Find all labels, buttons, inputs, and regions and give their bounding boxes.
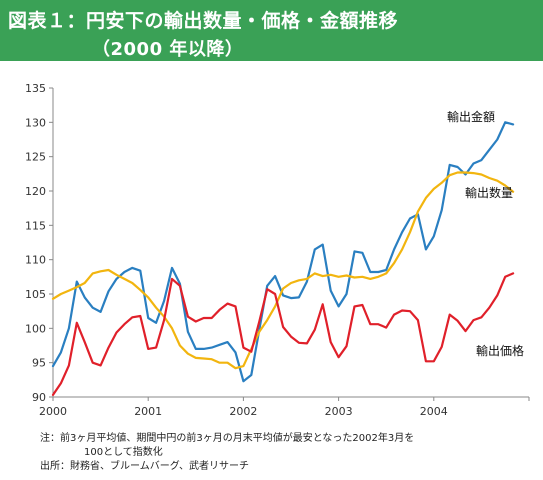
header-banner: 図表１：円安下の輸出数量・価格・金額推移 （2000 年以降）	[0, 0, 543, 61]
x-tick-label: 2004	[420, 405, 448, 418]
note-line-1: 注：前3ヶ月平均値、期間中円の前3ヶ月の月末平均値が最安となった2002年3月を	[40, 433, 415, 444]
x-tick-label: 2003	[325, 405, 353, 418]
y-tick-label: 120	[25, 185, 46, 198]
y-tick-label: 95	[32, 357, 46, 370]
chart-title: 図表１：円安下の輸出数量・価格・金額推移	[8, 10, 399, 32]
y-tick-label: 125	[25, 151, 46, 164]
source-line: 出所：財務省、ブルームバーグ、武者リサーチ	[40, 461, 249, 472]
chart-subtitle: （2000 年以降）	[92, 39, 244, 60]
series-annotation: 輸出数量	[465, 185, 513, 200]
y-tick-label: 105	[25, 288, 46, 301]
series-line	[51, 121, 515, 383]
y-tick-label: 90	[32, 391, 46, 404]
y-tick-label: 115	[25, 219, 46, 232]
chart-notes: 注：前3ヶ月平均値、期間中円の前3ヶ月の月末平均値が最安となった2002年3月を…	[40, 432, 414, 474]
y-tick-label: 110	[25, 254, 46, 267]
series-line	[51, 272, 515, 396]
x-tick-label: 2002	[229, 405, 257, 418]
note-line-2: 100として指数化	[84, 447, 163, 458]
x-tick-label: 2000	[39, 405, 67, 418]
line-chart: 90 95 100 105 110 115 120 125 130 135 2000 2001 2002…	[25, 82, 530, 418]
y-tick-label: 130	[25, 116, 46, 129]
y-tick-label: 135	[25, 82, 46, 95]
y-tick-label: 100	[25, 322, 46, 335]
x-tick-label: 2001	[134, 405, 162, 418]
series-annotation: 輸出価格	[476, 343, 524, 358]
series-line	[51, 171, 515, 370]
series-annotation: 輸出金額	[447, 109, 495, 124]
